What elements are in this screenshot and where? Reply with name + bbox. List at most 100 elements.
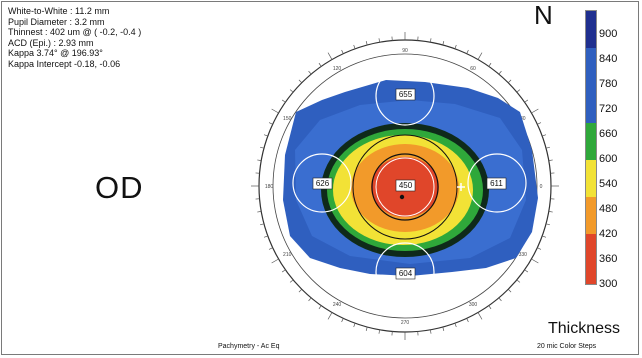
color-scale-segment (586, 259, 596, 272)
color-scale-segment (586, 209, 596, 222)
nasal-zone-circle (467, 153, 527, 213)
inferior-value-box (395, 267, 416, 280)
color-scale-segment (586, 110, 596, 123)
degree-tick (298, 288, 303, 293)
degree-tick (327, 312, 333, 320)
degree-tick (454, 323, 457, 328)
inner-ring (272, 53, 538, 319)
degree-tick (442, 326, 445, 331)
map-type-label: Thickness (548, 320, 621, 337)
degree-tick-label: 300 (469, 302, 478, 308)
degree-tick-label: 270 (401, 320, 410, 326)
degree-tick (260, 223, 265, 226)
degree-tick (531, 258, 539, 264)
degree-tick (268, 122, 273, 125)
inferior-zone-circle (375, 242, 435, 302)
color-scale-label: 600 (599, 153, 618, 165)
degree-tick (271, 108, 279, 114)
color-scale-segment (586, 35, 596, 49)
degree-tick (442, 41, 445, 46)
degree-tick (263, 134, 268, 137)
degree-tick (289, 89, 294, 93)
color-scale-label: 420 (599, 228, 618, 240)
pupil-diameter-value: Pupil Diameter : 3.2 mm (8, 16, 105, 27)
degree-tick (488, 62, 492, 67)
color-scale-label: 900 (599, 28, 618, 40)
color-scale-segment (586, 159, 596, 173)
degree-tick (298, 79, 303, 84)
degree-tick-label: 60 (470, 66, 476, 72)
degree-tick (466, 49, 469, 54)
degree-tick (507, 288, 512, 293)
degree-tick (545, 146, 550, 149)
temporal-value: 626 (316, 179, 330, 188)
map-method-label: Pachymetry - Ac Eq (218, 343, 280, 350)
degree-tick-label: 30 (520, 116, 526, 122)
temporal-zone-circle (292, 153, 352, 213)
degree-tick (289, 279, 294, 283)
color-scale-label: 360 (599, 253, 618, 265)
superior-value: 655 (399, 90, 413, 99)
color-scale-segment (586, 122, 596, 136)
color-scale-segment (586, 184, 596, 198)
degree-tick (318, 62, 322, 67)
degree-tick (353, 44, 356, 49)
color-scale-label: 660 (599, 128, 618, 140)
color-scale-segment (586, 23, 596, 36)
color-scale-label: 720 (599, 103, 618, 115)
degree-tick (430, 329, 432, 334)
degree-tick (341, 318, 344, 323)
degree-tick-label: 240 (333, 302, 342, 308)
degree-tick-label: 330 (519, 252, 528, 258)
color-scale-label: 780 (599, 78, 618, 90)
degree-tick (353, 323, 356, 328)
kappa-value: Kappa 3.74° @ 196.93° (8, 48, 103, 58)
degree-tick (548, 159, 553, 161)
degree-tick (498, 297, 502, 302)
degree-tick (378, 38, 380, 43)
degree-tick (516, 89, 521, 93)
degree-tick (524, 269, 529, 273)
degree-ticks: 0 30 60 90 120 150 180 210 240 270 300 330 (251, 32, 559, 340)
degree-tick (260, 146, 265, 149)
degree-tick-label: 90 (402, 48, 408, 54)
white-to-white-value: White-to-White : 11.2 mm (8, 6, 110, 16)
central-zone-circle (375, 157, 435, 217)
measurement-info: White-to-White : 11.2 mm Pupil Diameter … (8, 6, 141, 69)
color-scale-segment (586, 48, 596, 61)
degree-tick (466, 318, 469, 323)
color-scale-segment (586, 246, 596, 260)
degree-tick (548, 211, 553, 213)
inferior-value: 604 (399, 269, 413, 278)
degree-tick-label: 120 (333, 66, 342, 72)
nasal-value: 611 (490, 179, 503, 188)
degree-tick-label: 210 (283, 252, 292, 258)
color-scale-segment (586, 60, 596, 74)
color-scale-segment (586, 221, 596, 235)
degree-tick (365, 41, 368, 46)
color-step-label: 20 mic Color Steps (537, 343, 597, 350)
degree-tick (488, 305, 492, 310)
color-scale-segment (586, 234, 596, 247)
superior-value-box (395, 88, 416, 101)
superior-zone-circle (375, 66, 435, 126)
color-scale-segment (586, 135, 596, 148)
degree-tick (537, 122, 542, 125)
degree-tick (430, 38, 432, 43)
degree-tick (477, 52, 483, 60)
degree-tick-label: 0 (540, 184, 543, 190)
central-value: 450 (399, 181, 413, 190)
degree-tick-label: 150 (283, 116, 292, 122)
degree-tick (263, 235, 268, 238)
degree-tick (271, 258, 279, 264)
degree-tick (281, 99, 286, 103)
degree-tick (516, 279, 521, 283)
color-scale-segment (586, 271, 596, 284)
color-scale-segment (586, 85, 596, 98)
degree-tick (477, 312, 483, 320)
degree-tick (257, 211, 262, 213)
central-value-box (395, 179, 416, 192)
degree-tick (308, 70, 312, 75)
degree-tick (542, 235, 547, 238)
